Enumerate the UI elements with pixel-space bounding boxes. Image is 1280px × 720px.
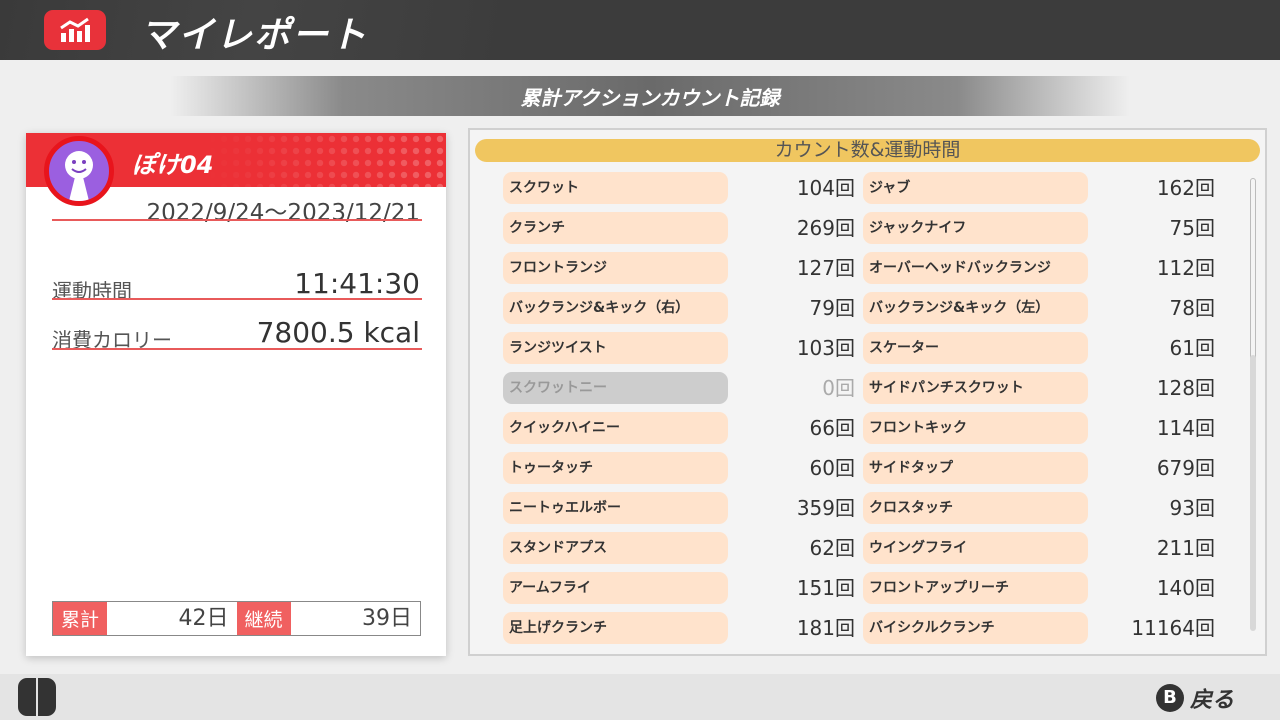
exercise-name: バイシクルクランチ <box>863 612 1088 644</box>
exercise-name: スクワットニー <box>503 372 728 404</box>
exercise-name: フロントアップリーチ <box>863 572 1088 604</box>
exercise-count: 112回 <box>1156 256 1215 280</box>
exercise-name: サイドパンチスクワット <box>863 372 1088 404</box>
exercise-count: 162回 <box>1156 176 1215 200</box>
calories-value: 7800.5 kcal <box>256 316 420 349</box>
exercise-count: 66回 <box>809 416 855 440</box>
exercise-count: 78回 <box>1169 296 1215 320</box>
scrollbar[interactable] <box>1250 178 1256 631</box>
exercise-name: クランチ <box>503 212 728 244</box>
exercise-name: クロスタッチ <box>863 492 1088 524</box>
header-bar: マイレポート <box>0 0 1280 60</box>
total-days: 42日 <box>178 606 229 631</box>
exercise-name: フロントランジ <box>503 252 728 284</box>
exercise-count: 127回 <box>796 256 855 280</box>
exercise-name: ジャブ <box>863 172 1088 204</box>
exercise-name: ジャックナイフ <box>863 212 1088 244</box>
chart-icon <box>44 10 106 50</box>
exercise-count: 62回 <box>809 536 855 560</box>
profile-card: ぽけ04 2022/9/24〜2023/12/21 運動時間 11:41:30 … <box>26 133 446 656</box>
exercise-time-value: 11:41:30 <box>294 267 420 300</box>
exercise-count: 140回 <box>1156 576 1215 600</box>
exercise-count: 181回 <box>796 616 855 640</box>
exercise-name: トゥータッチ <box>503 452 728 484</box>
exercise-name: スクワット <box>503 172 728 204</box>
footer-bar <box>0 674 1280 720</box>
exercise-name: バックランジ&キック（左） <box>863 292 1088 324</box>
section-title: 累計アクションカウント記録 <box>520 85 780 110</box>
exercise-name: オーバーヘッドバックランジ <box>863 252 1088 284</box>
exercise-count: 211回 <box>1156 536 1215 560</box>
total-label: 累計 <box>53 602 107 635</box>
username: ぽけ04 <box>132 151 214 179</box>
exercise-count: 79回 <box>809 296 855 320</box>
exercise-name: ニートゥエルボー <box>503 492 728 524</box>
exercise-count: 75回 <box>1169 216 1215 240</box>
exercise-count: 93回 <box>1169 496 1215 520</box>
exercise-name: アームフライ <box>503 572 728 604</box>
exercise-name: バックランジ&キック（右） <box>503 292 728 324</box>
exercise-name: 足上げクランチ <box>503 612 728 644</box>
exercise-count: 151回 <box>796 576 855 600</box>
exercise-name: ランジツイスト <box>503 332 728 364</box>
exercise-count: 103回 <box>796 336 855 360</box>
exercise-count: 359回 <box>796 496 855 520</box>
exercise-count: 60回 <box>809 456 855 480</box>
exercise-name: ウイングフライ <box>863 532 1088 564</box>
streak-label: 継続 <box>236 602 291 635</box>
exercise-count: 11164回 <box>1131 616 1215 640</box>
days-stats: 累計 42日 継続 39日 <box>52 601 421 636</box>
exercise-name: サイドタップ <box>863 452 1088 484</box>
exercise-count: 0回 <box>822 376 855 400</box>
section-title-band: 累計アクションカウント記録 <box>170 76 1130 116</box>
counts-title: カウント数&運動時間 <box>475 139 1260 162</box>
avatar <box>44 136 114 206</box>
exercise-name: スケーター <box>863 332 1088 364</box>
exercise-name: クイックハイニー <box>503 412 728 444</box>
b-button-icon: B <box>1155 684 1184 712</box>
exercise-name: フロントキック <box>863 412 1088 444</box>
joycon-icon <box>18 678 56 716</box>
exercise-count: 128回 <box>1156 376 1215 400</box>
scrollbar-thumb[interactable] <box>1250 355 1256 631</box>
exercise-count: 269回 <box>796 216 855 240</box>
back-label: 戻る <box>1189 688 1234 713</box>
exercise-count: 679回 <box>1156 456 1215 480</box>
page-title: マイレポート <box>140 15 369 56</box>
streak-days: 39日 <box>362 606 412 631</box>
exercise-name: スタンドアプス <box>503 532 728 564</box>
exercise-count: 114回 <box>1156 416 1215 440</box>
exercise-count: 104回 <box>796 176 855 200</box>
back-button[interactable]: B 戻る <box>1155 682 1234 714</box>
exercise-count: 61回 <box>1169 336 1215 360</box>
period: 2022/9/24〜2023/12/21 <box>146 200 421 226</box>
